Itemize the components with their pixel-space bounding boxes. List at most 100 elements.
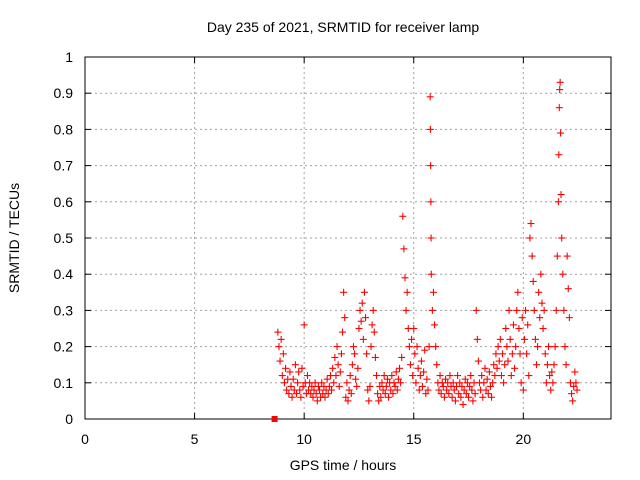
y-tick-label: 0.9 <box>54 85 74 101</box>
data-point <box>543 361 551 369</box>
data-point <box>571 368 579 376</box>
data-point <box>499 350 507 358</box>
data-point <box>394 375 402 383</box>
data-point <box>406 361 414 369</box>
data-marks <box>271 78 581 422</box>
data-point <box>288 393 296 401</box>
data-point <box>427 270 435 278</box>
data-point <box>334 361 342 369</box>
data-point <box>420 368 428 376</box>
data-point <box>530 306 538 314</box>
data-point <box>405 343 413 351</box>
data-point <box>527 220 535 228</box>
data-point <box>524 321 532 329</box>
data-point <box>558 234 566 242</box>
data-point <box>378 379 386 387</box>
data-point <box>446 372 454 380</box>
data-point <box>387 386 395 394</box>
data-point <box>287 382 295 390</box>
data-point <box>388 372 396 380</box>
data-point <box>427 234 435 242</box>
data-point <box>397 379 405 387</box>
data-point <box>425 343 433 351</box>
data-point <box>357 317 365 325</box>
data-point <box>514 288 522 296</box>
data-point <box>445 390 453 398</box>
data-point <box>531 335 539 343</box>
data-point <box>396 364 404 372</box>
data-point <box>321 393 329 401</box>
data-point <box>503 343 511 351</box>
data-point <box>536 314 544 322</box>
data-point <box>377 393 385 401</box>
data-point <box>351 350 359 358</box>
data-point <box>440 393 448 401</box>
data-point <box>390 379 398 387</box>
grid-layer <box>85 57 611 419</box>
data-point <box>547 386 555 394</box>
data-point <box>354 364 362 372</box>
data-point <box>553 252 561 260</box>
data-point <box>324 390 332 398</box>
data-point <box>482 386 490 394</box>
data-point <box>300 321 308 329</box>
x-tick-label: 15 <box>406 431 422 447</box>
y-tick-label: 0.7 <box>54 158 74 174</box>
data-point <box>483 375 491 383</box>
data-point <box>356 306 364 314</box>
data-point <box>312 390 320 398</box>
data-point <box>424 386 432 394</box>
data-point <box>359 335 367 343</box>
data-point <box>369 306 377 314</box>
data-point <box>545 343 553 351</box>
data-point <box>416 372 424 380</box>
data-point <box>517 379 525 387</box>
data-point <box>330 379 338 387</box>
data-point <box>502 325 510 332</box>
data-point <box>496 335 504 343</box>
data-point <box>559 270 567 278</box>
data-point <box>360 288 368 296</box>
data-point <box>414 364 422 372</box>
data-point <box>325 382 333 390</box>
data-point <box>478 372 486 380</box>
data-point <box>451 397 459 405</box>
y-tick-label: 0 <box>65 411 73 427</box>
data-point <box>291 361 299 369</box>
data-point <box>381 390 389 398</box>
data-point <box>564 285 572 293</box>
data-point <box>552 306 560 314</box>
data-point <box>286 368 294 376</box>
data-point <box>308 382 316 390</box>
data-point <box>336 368 344 376</box>
data-point <box>347 390 355 398</box>
y-tick-label: 0.4 <box>54 266 74 282</box>
data-point <box>417 357 425 365</box>
data-point <box>455 390 463 398</box>
data-point <box>279 350 287 358</box>
data-point <box>501 361 509 369</box>
data-point <box>332 372 340 380</box>
data-point <box>506 335 514 343</box>
data-point <box>555 104 563 112</box>
data-point <box>507 372 515 380</box>
data-point <box>379 386 387 394</box>
data-point <box>297 393 305 401</box>
data-point <box>295 368 303 376</box>
data-point <box>486 382 494 390</box>
data-point <box>549 379 557 387</box>
data-point <box>401 274 409 282</box>
data-point <box>556 86 564 94</box>
data-point <box>335 382 343 390</box>
y-tick-label: 0.2 <box>54 339 74 355</box>
data-point <box>341 314 349 322</box>
data-point <box>463 379 471 387</box>
data-point <box>432 343 440 351</box>
data-point <box>449 379 457 387</box>
data-point <box>468 386 476 394</box>
data-point <box>541 350 549 358</box>
x-tick-label: 0 <box>81 431 89 447</box>
data-point <box>481 364 489 372</box>
data-point <box>485 368 493 376</box>
square-marker <box>271 416 278 422</box>
